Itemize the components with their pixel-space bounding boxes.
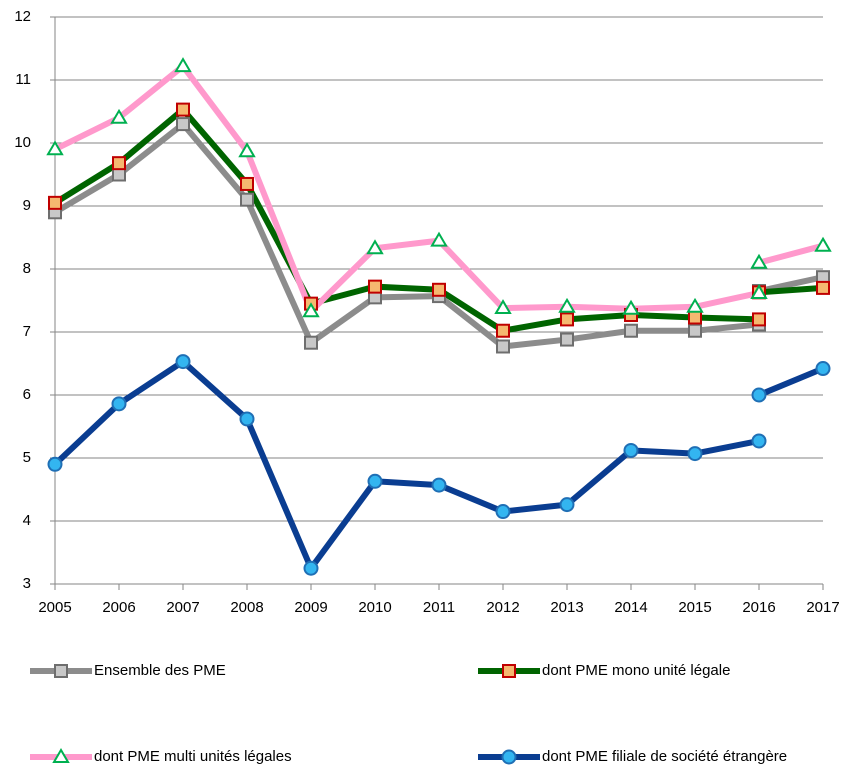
- point: [175, 354, 191, 370]
- legend-label: dont PME multi unités légales: [94, 748, 292, 765]
- x-tick-label: 2007: [166, 599, 199, 616]
- point: [366, 239, 384, 255]
- x-tick-label: 2017: [806, 599, 839, 616]
- point: [688, 323, 702, 338]
- legend-label: dont PME mono unité légale: [542, 662, 730, 679]
- point: [496, 323, 510, 338]
- point: [431, 477, 447, 493]
- x-tick-label: 2011: [423, 599, 455, 616]
- point: [240, 176, 254, 191]
- point: [560, 312, 574, 327]
- point: [495, 504, 511, 520]
- point: [176, 102, 190, 117]
- series-line: [52, 358, 825, 572]
- y-tick-label: 8: [23, 260, 31, 277]
- x-tick-label: 2012: [486, 599, 519, 616]
- point: [750, 283, 768, 299]
- point: [494, 299, 512, 315]
- point: [688, 310, 702, 325]
- point: [239, 411, 255, 427]
- point: [432, 282, 446, 297]
- y-tick-label: 11: [15, 71, 31, 88]
- point: [110, 108, 128, 124]
- x-tick-label: 2016: [742, 599, 775, 616]
- point: [302, 302, 320, 318]
- point: [304, 335, 318, 350]
- point: [46, 140, 64, 156]
- y-tick-label: 3: [23, 575, 31, 592]
- point: [622, 299, 640, 315]
- legend-marker: [502, 664, 516, 678]
- x-tick-label: 2014: [614, 599, 647, 616]
- point: [751, 433, 767, 449]
- y-tick-label: 5: [23, 449, 31, 466]
- point: [750, 253, 768, 269]
- series-line: [53, 63, 824, 315]
- point: [816, 280, 830, 295]
- point: [240, 192, 254, 207]
- point: [174, 57, 192, 73]
- point: [560, 332, 574, 347]
- point: [559, 497, 575, 513]
- point: [176, 117, 190, 132]
- point: [814, 236, 832, 252]
- y-tick-label: 9: [23, 197, 31, 214]
- x-tick-label: 2005: [38, 599, 71, 616]
- y-tick-label: 6: [23, 386, 31, 403]
- point: [751, 387, 767, 403]
- point: [238, 142, 256, 158]
- point: [47, 456, 63, 472]
- y-tick-label: 4: [23, 512, 31, 529]
- legend-label: Ensemble des PME: [94, 662, 226, 679]
- point: [624, 323, 638, 338]
- point: [48, 195, 62, 210]
- point: [752, 312, 766, 327]
- point: [496, 339, 510, 354]
- point: [367, 473, 383, 489]
- x-tick-label: 2009: [294, 599, 327, 616]
- x-tick-label: 2015: [678, 599, 711, 616]
- legend-marker: [52, 748, 70, 763]
- y-tick-label: 7: [23, 323, 31, 340]
- y-tick-label: 12: [14, 8, 31, 25]
- x-tick-label: 2010: [358, 599, 391, 616]
- point: [686, 297, 704, 313]
- point: [815, 361, 831, 377]
- point: [111, 396, 127, 412]
- point: [430, 231, 448, 247]
- point: [623, 442, 639, 458]
- point: [112, 167, 126, 182]
- x-tick-label: 2008: [230, 599, 263, 616]
- x-tick-label: 2013: [550, 599, 583, 616]
- point: [368, 279, 382, 294]
- x-tick-label: 2006: [102, 599, 135, 616]
- legend-marker: [501, 749, 517, 765]
- series-line: [53, 106, 824, 334]
- point: [558, 297, 576, 313]
- point: [112, 156, 126, 171]
- legend-label: dont PME filiale de société étrangère: [542, 748, 787, 765]
- point: [303, 560, 319, 576]
- legend-marker: [54, 664, 68, 678]
- point: [687, 446, 703, 462]
- y-tick-label: 10: [14, 134, 31, 151]
